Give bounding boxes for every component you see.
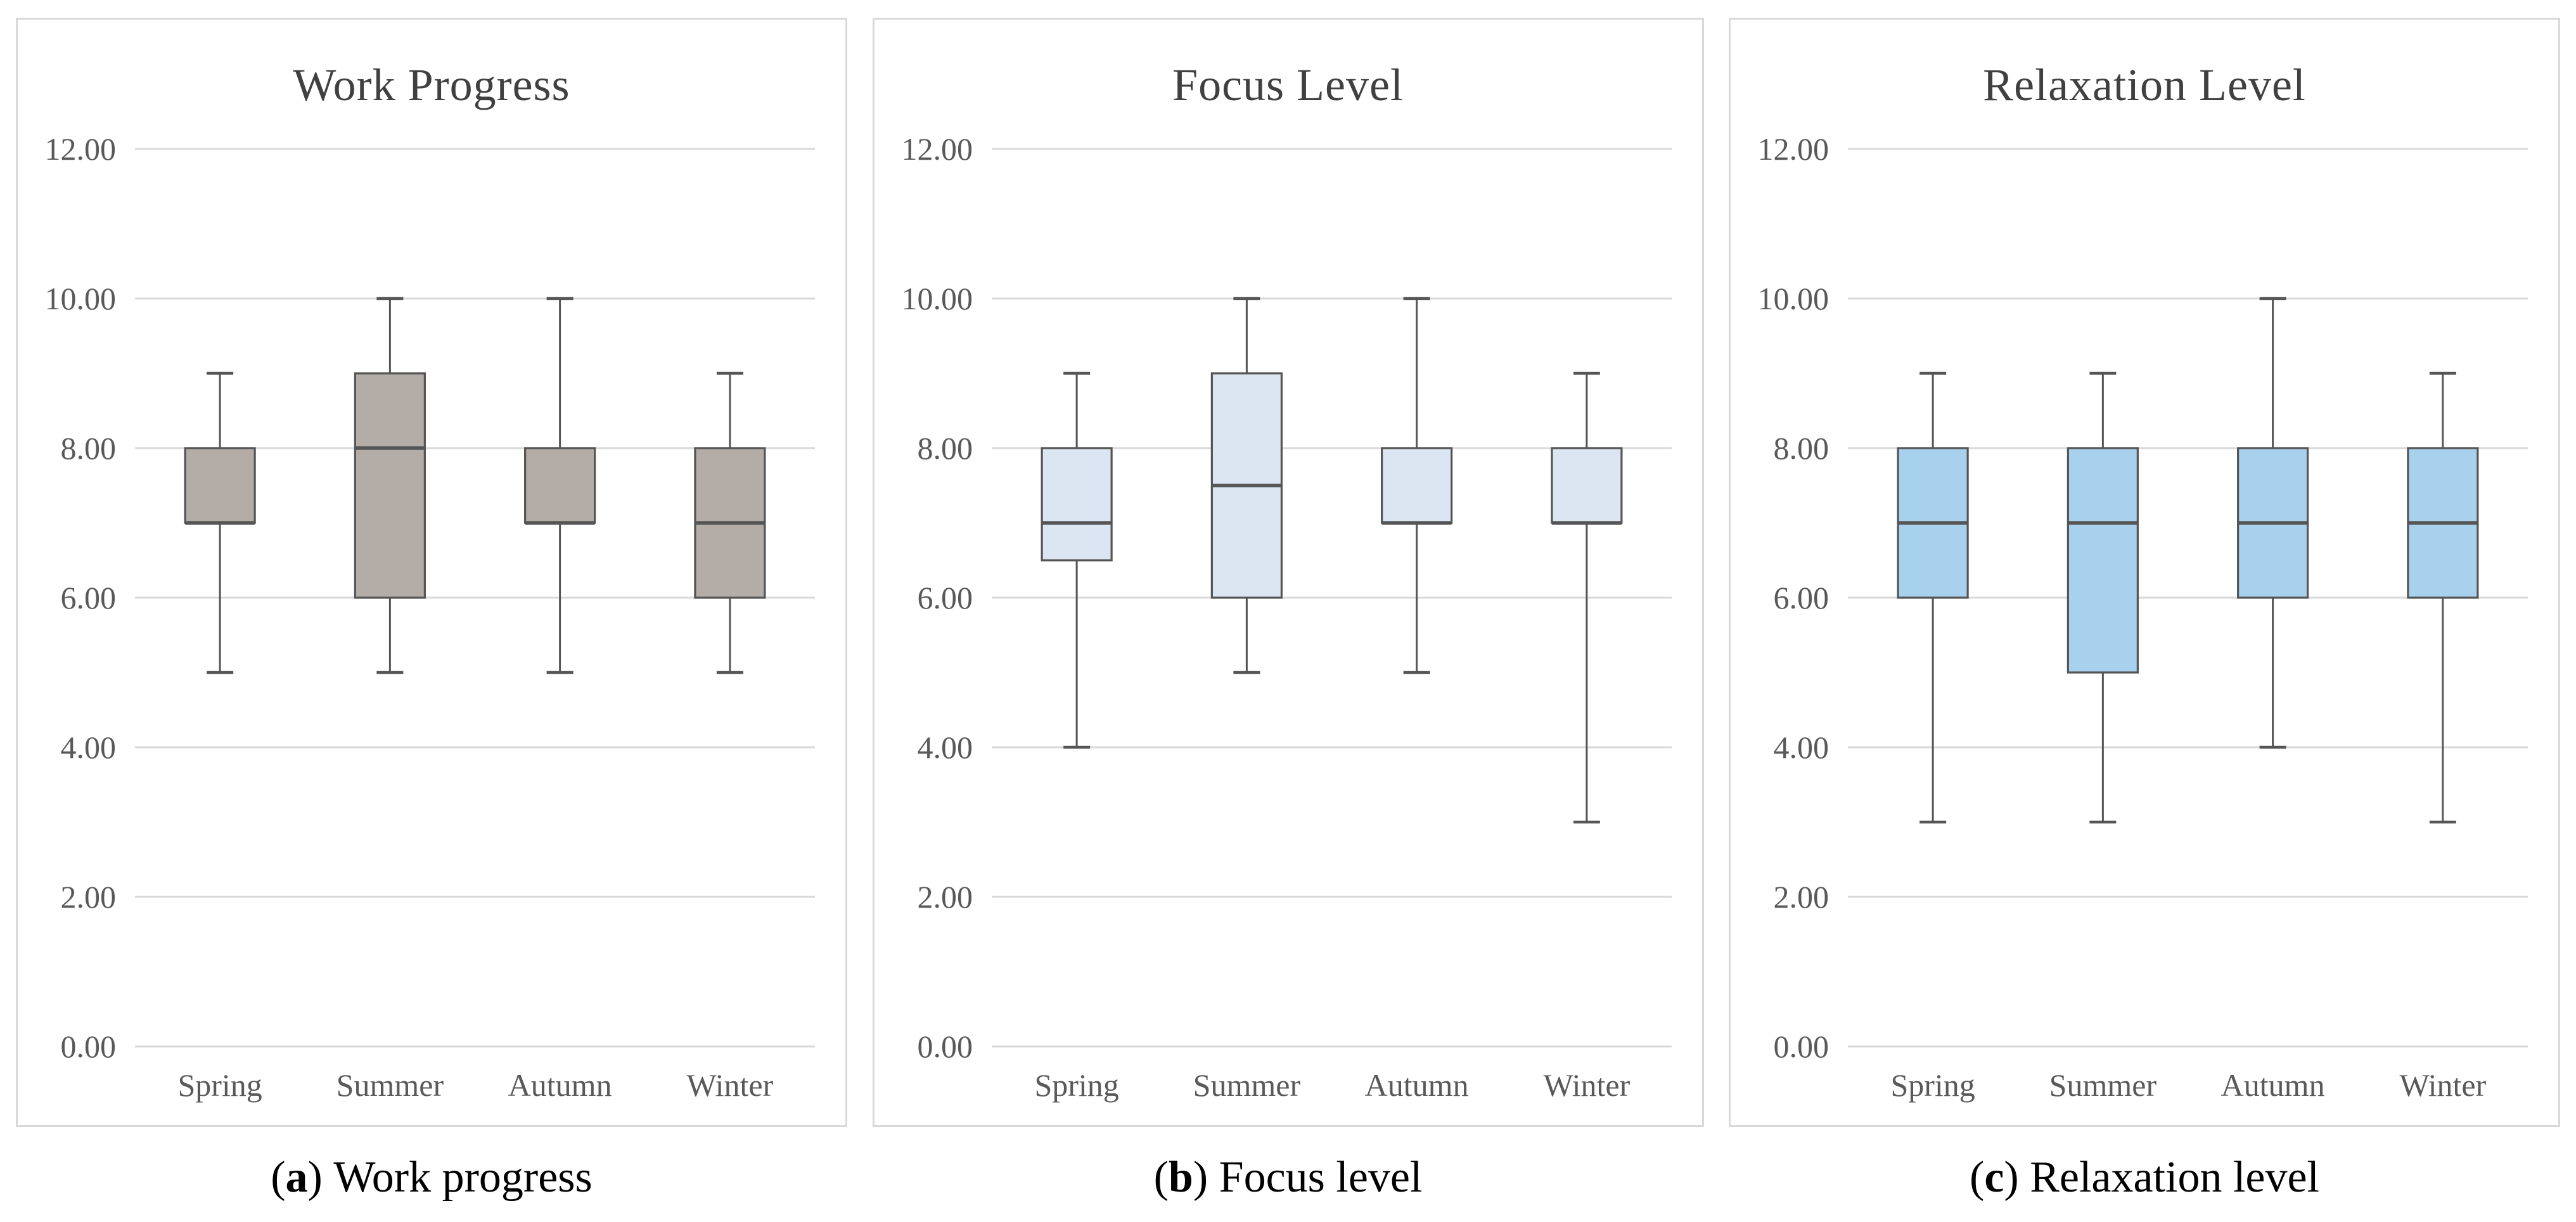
box-whisker-spring: [1041, 371, 1113, 749]
caption-text: Work progress: [333, 1153, 593, 1202]
box-iqr: [524, 447, 596, 524]
subfigure-c: Relaxation Level 12.00 10.00 8.00 6.00 4.00 2…: [1729, 18, 2560, 1219]
box-iqr: [1380, 447, 1452, 524]
box-iqr: [1550, 447, 1622, 524]
chart-panel-relaxation-level: Relaxation Level 12.00 10.00 8.00 6.00 4.00 2…: [1729, 18, 2560, 1127]
x-category-label: Autumn: [1364, 1067, 1468, 1103]
caption-text: Focus level: [1219, 1153, 1423, 1202]
caption-paren-open: (: [271, 1153, 286, 1202]
box-whisker-summer: [354, 297, 426, 674]
box-whisker-winter: [694, 371, 766, 674]
box-whisker-spring: [184, 371, 256, 674]
caption-letter: a: [285, 1153, 308, 1202]
caption-a: (a) Work progress: [16, 1136, 847, 1219]
x-category-label: Summer: [1193, 1067, 1300, 1103]
boxplot-work-progress: 12.00 10.00 8.00 6.00 4.00 2.00 0.00 Spring Summ…: [45, 131, 815, 1103]
x-category-label: Winter: [686, 1067, 773, 1103]
caption-letter: b: [1168, 1153, 1193, 1202]
x-category-label: Summer: [336, 1067, 444, 1103]
y-tick-label: 10.00: [901, 281, 973, 316]
caption-letter: c: [1984, 1153, 2004, 1202]
x-category-label: Spring: [177, 1067, 262, 1103]
x-category-label: Winter: [1543, 1067, 1630, 1103]
y-tick-label: 6.00: [61, 580, 117, 615]
y-tick-label: 8.00: [1774, 430, 1829, 466]
y-tick-label: 2.00: [917, 879, 973, 915]
y-tick-label: 2.00: [61, 879, 117, 915]
x-category-label: Summer: [2049, 1067, 2157, 1103]
chart-panel-work-progress: Work Progress 12.00 10.00 8.00 6.00 4.00 2.00…: [16, 18, 847, 1127]
y-tick-label: 12.00: [45, 131, 117, 167]
caption-c: (c) Relaxation level: [1729, 1136, 2560, 1219]
y-tick-label: 12.00: [901, 131, 973, 167]
box-iqr: [2067, 447, 2139, 674]
box-iqr: [184, 447, 256, 524]
x-category-label: Spring: [1034, 1067, 1118, 1103]
box-whisker-autumn: [1380, 297, 1452, 674]
chart-title-work-progress: Work Progress: [293, 60, 570, 110]
y-tick-label: 4.00: [917, 730, 973, 765]
box-whisker-autumn: [2237, 297, 2309, 749]
caption-paren-open: (: [1153, 1153, 1169, 1202]
y-tick-label: 6.00: [1774, 580, 1829, 615]
box-iqr: [354, 372, 426, 599]
caption-paren-close: ): [1193, 1153, 1219, 1202]
y-tick-label: 0.00: [61, 1029, 117, 1064]
y-tick-label: 10.00: [1758, 281, 1829, 316]
y-tick-label: 0.00: [917, 1029, 973, 1064]
box-whisker-summer: [2067, 371, 2139, 824]
caption-b: (b) Focus level: [873, 1136, 1704, 1219]
chart-title-focus-level: Focus Level: [1172, 60, 1404, 110]
caption-paren-open: (: [1970, 1153, 1985, 1202]
subfigure-b: Focus Level 12.00 10.00 8.00 6.00 4.00 2.00 0.…: [872, 18, 1704, 1219]
y-tick-label: 4.00: [61, 730, 117, 765]
y-tick-label: 10.00: [45, 281, 117, 316]
x-category-label: Winter: [2399, 1067, 2486, 1103]
x-category-label: Spring: [1890, 1067, 1975, 1103]
box-whisker-winter: [2407, 371, 2479, 824]
boxplot-focus-level: 12.00 10.00 8.00 6.00 4.00 2.00 0.00 Spring Summ…: [901, 131, 1672, 1103]
x-category-label: Autumn: [508, 1067, 612, 1103]
x-category-label: Autumn: [2221, 1067, 2325, 1103]
y-tick-label: 8.00: [917, 430, 973, 466]
boxplot-relaxation-level: 12.00 10.00 8.00 6.00 4.00 2.00 0.00 Spring Summ…: [1758, 131, 2528, 1103]
y-tick-label: 6.00: [917, 580, 973, 615]
box-whisker-winter: [1550, 371, 1622, 824]
caption-paren-close: ): [307, 1153, 334, 1202]
y-tick-label: 8.00: [61, 430, 117, 466]
box-whisker-autumn: [524, 297, 596, 674]
y-tick-label: 0.00: [1774, 1029, 1829, 1064]
box-whisker-summer: [1210, 297, 1283, 674]
caption-paren-close: ): [2004, 1153, 2030, 1202]
chart-panel-focus-level: Focus Level 12.00 10.00 8.00 6.00 4.00 2.00 0.…: [872, 18, 1704, 1127]
y-tick-label: 12.00: [1758, 131, 1829, 167]
caption-text: Relaxation level: [2030, 1153, 2319, 1202]
chart-title-relaxation-level: Relaxation Level: [1983, 60, 2306, 110]
box-whisker-spring: [1897, 371, 1969, 824]
y-tick-label: 2.00: [1774, 879, 1829, 915]
y-tick-label: 4.00: [1774, 730, 1829, 765]
box-iqr: [1041, 447, 1113, 562]
subfigure-a: Work Progress 12.00 10.00 8.00 6.00 4.00 2.00…: [16, 18, 847, 1219]
